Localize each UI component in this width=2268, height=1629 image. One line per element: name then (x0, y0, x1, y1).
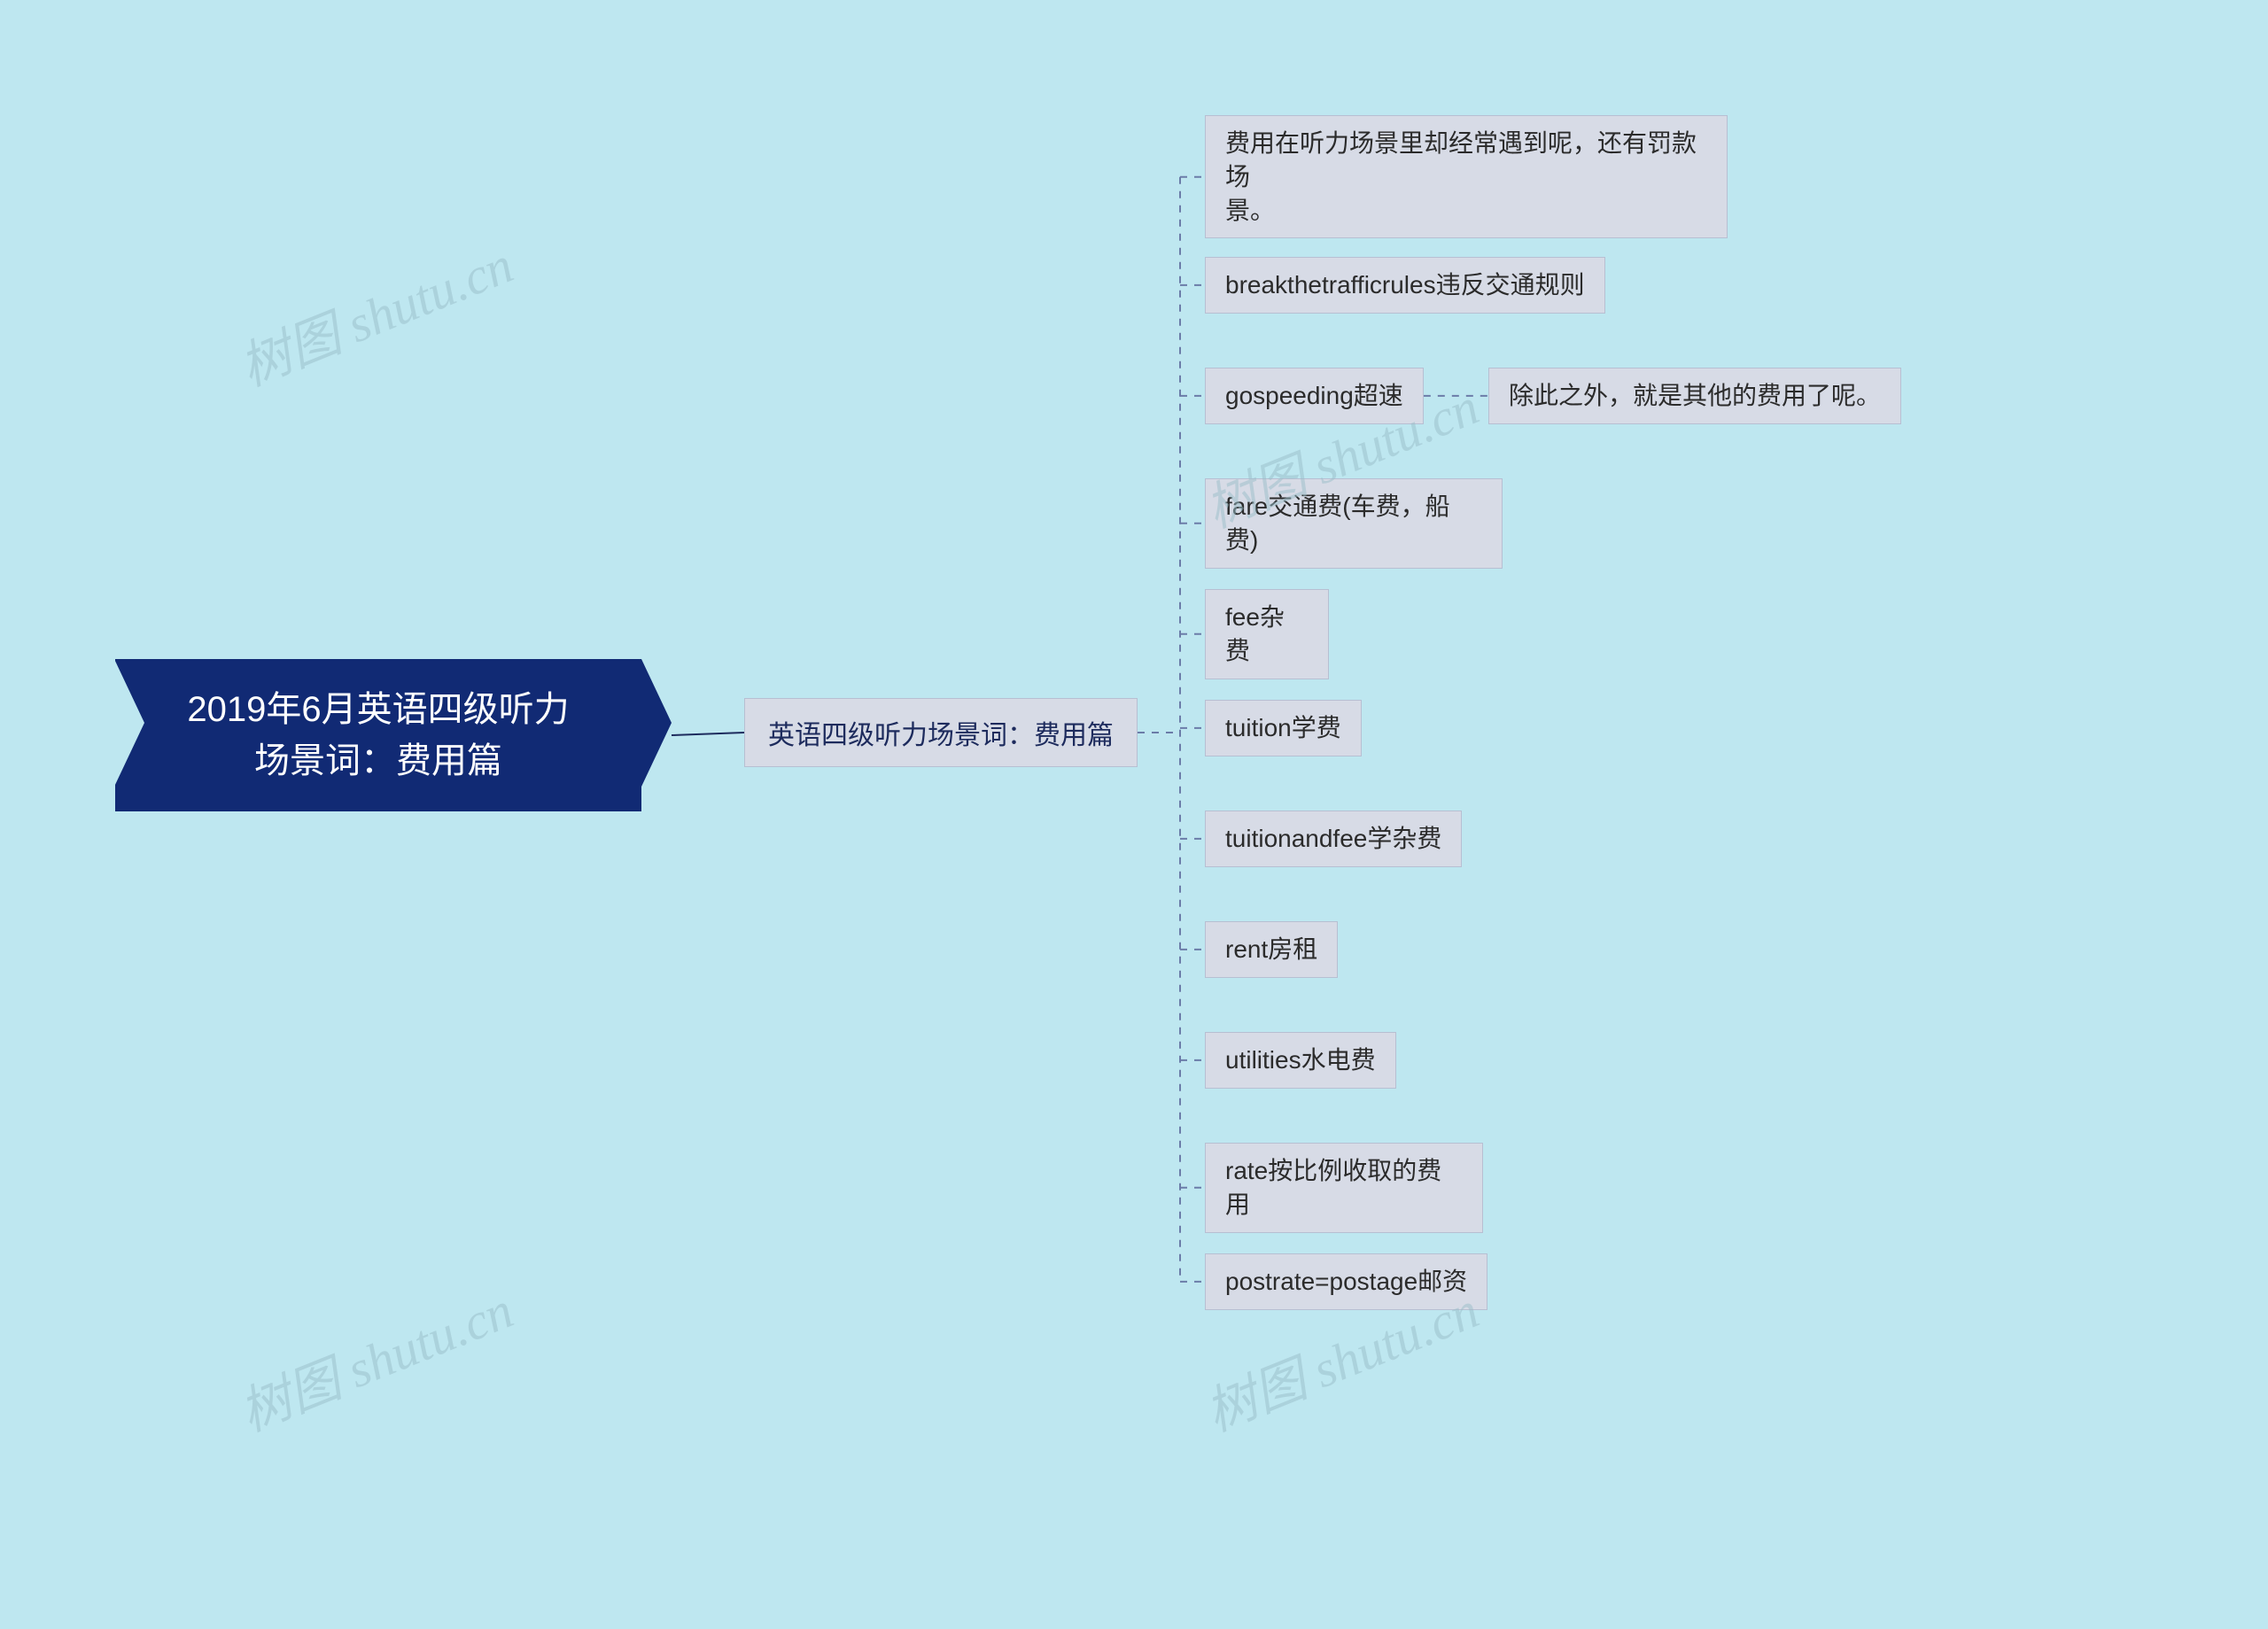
leaf-node[interactable]: utilities水电费 (1205, 1032, 1396, 1089)
root-node-wrap: 2019年6月英语四级听力 场景词：费用篇 (0, 0, 526, 152)
watermark: 树图 shutu.cn (227, 223, 522, 400)
leaf-child-node[interactable]: 除此之外，就是其他的费用了呢。 (1488, 368, 1901, 424)
leaf-node[interactable]: fee杂费 (1205, 589, 1329, 679)
leaf-node[interactable]: postrate=postage邮资 (1205, 1253, 1487, 1310)
connector-layer (0, 0, 2268, 1629)
watermark: 树图 shutu.cn (227, 1268, 522, 1446)
leaf-node[interactable]: tuition学费 (1205, 700, 1362, 756)
leaf-node[interactable]: rent房租 (1205, 921, 1338, 978)
leaf-node[interactable]: rate按比例收取的费用 (1205, 1143, 1483, 1233)
leaf-node[interactable]: gospeeding超速 (1205, 368, 1424, 424)
leaf-node[interactable]: fare交通费(车费，船费) (1205, 478, 1503, 569)
root-node[interactable]: 2019年6月英语四级听力 场景词：费用篇 (115, 659, 641, 811)
leaf-node[interactable]: breakthetrafficrules违反交通规则 (1205, 257, 1605, 314)
leaf-node[interactable]: tuitionandfee学杂费 (1205, 811, 1462, 867)
leaf-node[interactable]: 费用在听力场景里却经常遇到呢，还有罚款场 景。 (1205, 115, 1728, 238)
level2-node[interactable]: 英语四级听力场景词：费用篇 (744, 698, 1138, 767)
